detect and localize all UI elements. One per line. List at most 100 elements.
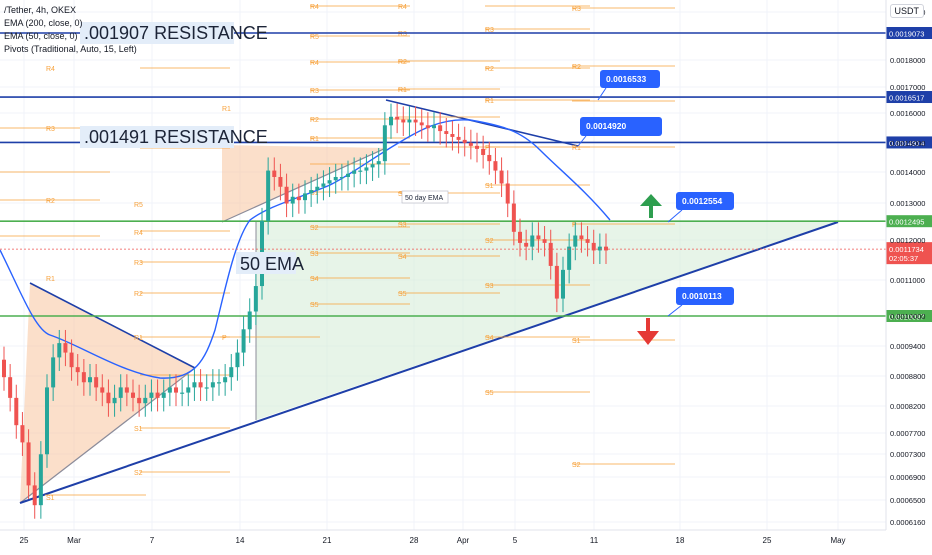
- candle-body: [106, 392, 111, 404]
- y-tick-label: 0.0018000: [890, 56, 925, 65]
- candle-body: [247, 311, 252, 330]
- pivot-label: R1: [310, 136, 319, 143]
- currency-button[interactable]: USDT: [889, 4, 924, 18]
- pivot-label: S3: [398, 222, 407, 229]
- pivot-label: S5: [398, 291, 407, 298]
- callout-box: [600, 70, 660, 88]
- pivot-label: S1: [310, 190, 319, 197]
- pivot-label: R3: [46, 126, 55, 133]
- candle-body: [579, 235, 584, 240]
- pivot-label: S1: [134, 426, 143, 433]
- annotation-box: [80, 22, 234, 44]
- pivot-label: R3: [134, 260, 143, 267]
- candle-body: [198, 382, 203, 388]
- pivot-label: S3: [310, 251, 319, 258]
- candle-body: [167, 387, 172, 393]
- pivot-label: R1: [134, 335, 143, 342]
- pivot-label: S4: [310, 276, 319, 283]
- trend-line: [385, 99, 579, 147]
- price-level-tag: [886, 215, 932, 228]
- annotation-box: [236, 252, 296, 274]
- candle-body: [604, 246, 608, 251]
- pivot-label: S2: [485, 238, 494, 245]
- candle-body: [309, 190, 314, 194]
- candle-body: [32, 485, 37, 506]
- candle-body: [155, 392, 160, 398]
- pivot-label: R4: [46, 66, 55, 73]
- pivot-label: R3: [572, 6, 581, 13]
- pivot-label: S2: [134, 470, 143, 477]
- candle-body: [14, 397, 19, 426]
- candle-body: [475, 145, 479, 149]
- candle-body: [180, 392, 185, 394]
- candle-body: [352, 170, 357, 174]
- candle-body: [235, 352, 240, 368]
- candle-body: [462, 139, 467, 143]
- price-level-label: 0.0012495: [889, 218, 924, 227]
- x-tick-label: Mar: [67, 536, 81, 545]
- y-tick-label: 0.0012000: [890, 236, 925, 245]
- candle-body: [389, 116, 393, 126]
- candle-body: [51, 357, 56, 388]
- candle-body: [432, 125, 436, 129]
- candle-body: [597, 246, 602, 251]
- legend-ema50[interactable]: EMA (50, close, 0): [4, 31, 78, 41]
- candle-body: [370, 164, 375, 168]
- candle-body: [468, 142, 473, 146]
- y-tick-label: 0.0014000: [890, 168, 925, 177]
- candle-body: [585, 239, 590, 243]
- candle-body: [499, 170, 504, 184]
- candle-body: [425, 125, 430, 129]
- pivot-label: R1: [398, 87, 407, 94]
- pivot-label: S1: [572, 338, 581, 345]
- annotation-box: [80, 126, 234, 148]
- candle-body: [192, 382, 197, 388]
- countdown-label: 02:05:37: [889, 254, 918, 263]
- x-tick-label: Apr: [457, 536, 470, 545]
- legend-symbol: /Tether, 4h, OKEX: [4, 5, 77, 15]
- candle-body: [278, 176, 283, 187]
- callout-box: [676, 287, 734, 305]
- price-level-tag: [886, 136, 932, 149]
- candle-body: [124, 387, 129, 393]
- y-tick-label: 0.0006500: [890, 496, 925, 505]
- candle-body: [438, 125, 443, 132]
- pivot-label: R4: [310, 60, 319, 67]
- pivot-label: S3: [485, 283, 494, 290]
- y-tick-label: 0.0016000: [890, 109, 925, 118]
- legend-ema200[interactable]: EMA (200, close, 0): [4, 18, 83, 28]
- candle-body: [131, 392, 135, 398]
- x-tick-label: 7: [150, 536, 155, 545]
- y-tick-label: 0.0007300: [890, 450, 925, 459]
- candle-body: [487, 154, 492, 162]
- pivot-label: P: [222, 335, 227, 342]
- candle-body: [548, 242, 553, 266]
- y-tick-label: 0.0008800: [890, 372, 925, 381]
- candle-body: [339, 176, 344, 179]
- price-level-label: 0.0019073: [889, 30, 924, 39]
- candle-body: [229, 367, 234, 378]
- callout-label: 0.0014920: [586, 121, 626, 131]
- pivot-label: R2: [134, 291, 143, 298]
- candle-body: [217, 382, 221, 384]
- callout-label: 0.0012554: [682, 196, 722, 206]
- pivot-label: R3: [485, 27, 494, 34]
- candle-body: [450, 133, 455, 137]
- legend-pivots[interactable]: Pivots (Traditional, Auto, 15, Left): [4, 44, 137, 54]
- pivot-label: S2: [310, 225, 319, 232]
- pivot-label: R1: [485, 98, 494, 105]
- candle-body: [376, 161, 381, 165]
- callout-label: 0.0016533: [606, 74, 646, 84]
- trend-line: [19, 367, 196, 504]
- pivot-label: S4: [398, 254, 407, 261]
- candle-body: [94, 377, 99, 388]
- candle-body: [75, 367, 80, 373]
- candle-body: [303, 193, 307, 201]
- candle-body: [518, 231, 522, 243]
- annotation-resistance-2: .001491 RESISTANCE: [84, 127, 268, 147]
- price-level-tag: [886, 91, 932, 104]
- x-tick-label: 5: [513, 536, 518, 545]
- callout-box: [580, 117, 662, 136]
